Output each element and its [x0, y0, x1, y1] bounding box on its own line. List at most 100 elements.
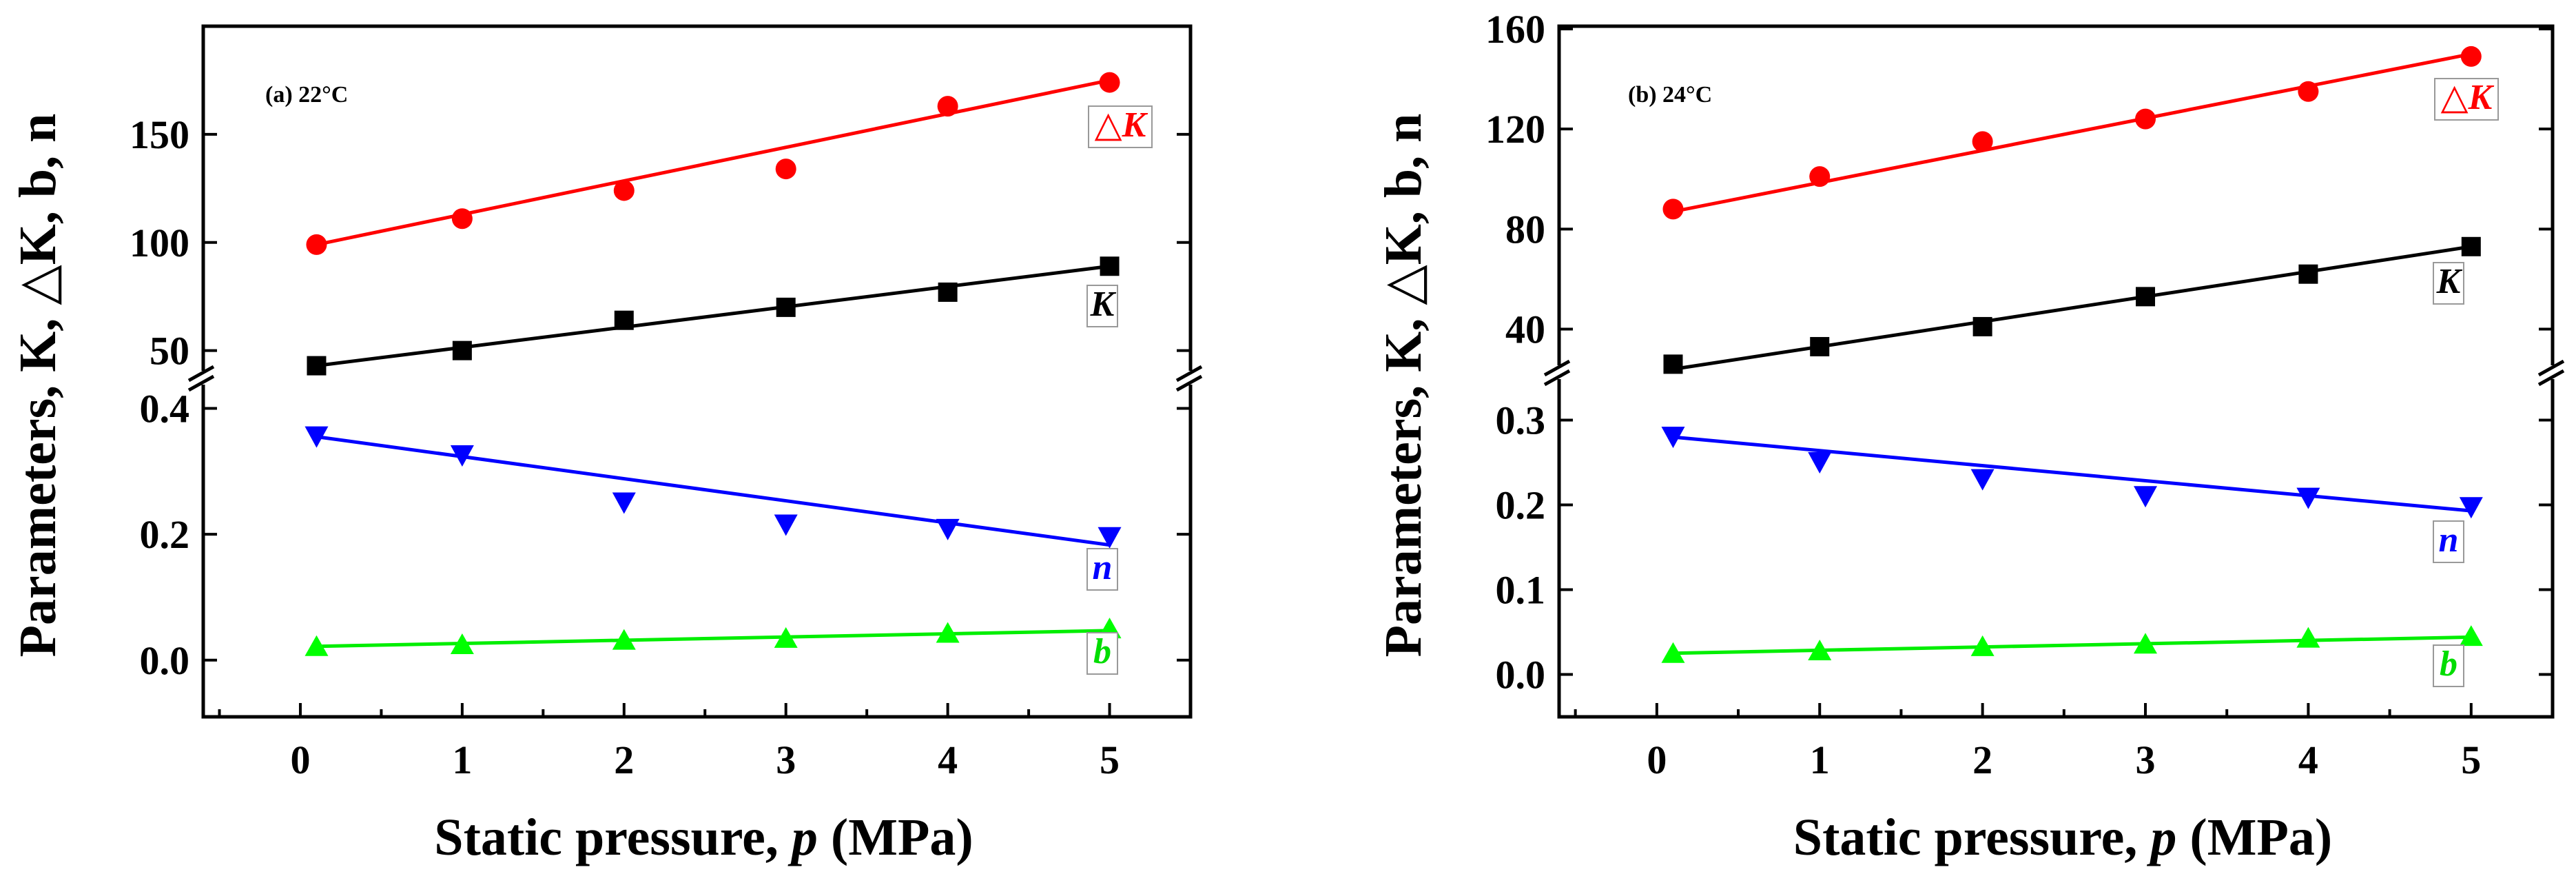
y-tick-label: 0.4 [140, 387, 190, 431]
data-point [1972, 316, 1992, 336]
data-point [307, 356, 327, 376]
x-tick-label: 2 [1972, 738, 1992, 782]
y-axis-title: Parameters, K, △K, b, n [9, 114, 67, 658]
data-point [1663, 354, 1683, 374]
series-label: △K [1095, 105, 1148, 145]
series-label: b [2440, 644, 2457, 684]
y-tick-label: 0.0 [140, 638, 190, 683]
series-b: b [1661, 625, 2483, 687]
x-tick-label: 2 [614, 738, 634, 782]
axis-break-mark [2537, 359, 2565, 377]
x-tick-label: 5 [1100, 738, 1120, 782]
fit-line [316, 629, 1110, 649]
fit-line [1672, 52, 2472, 214]
data-point [1661, 427, 1685, 449]
y-tick-label: 0.1 [1496, 568, 1546, 613]
data-point [305, 635, 329, 656]
series-label-box [2433, 520, 2464, 563]
data-point [306, 234, 327, 255]
data-point [1661, 642, 1685, 663]
x-axis-title: Static pressure, p (MPa) [1793, 808, 2332, 866]
axis-break-mark [1543, 369, 1571, 387]
axis-break-mark [1175, 374, 1203, 392]
data-point [938, 282, 958, 302]
plot-frame [201, 24, 1193, 719]
y-tick-label: 150 [130, 112, 189, 157]
chart-panel-b: 0 1 2 3 4 5 40 80 120 160 0.0 0.1 0.2 0.3 △K Kn b (b) 24°… [1374, 7, 2565, 866]
fit-line [316, 78, 1111, 247]
data-point [612, 629, 636, 650]
axis-break-mark [1175, 365, 1203, 383]
data-point [2135, 108, 2156, 130]
axis-break-mark [187, 365, 215, 383]
series-label: n [2439, 520, 2459, 560]
data-point [2136, 287, 2156, 307]
data-point [2461, 236, 2481, 256]
y-tick-label: 100 [130, 221, 189, 265]
chart-panel-a: 0 1 2 3 4 5 50 100 150 0.0 0.2 0.4 △K Kn b (a) 22°C Stat… [9, 24, 1203, 866]
data-point [2460, 45, 2482, 67]
data-point [614, 310, 634, 330]
data-point [2296, 487, 2320, 509]
data-point [1809, 166, 1831, 187]
data-point [450, 633, 474, 654]
series-n: n [305, 426, 1122, 591]
series-label-box [1088, 105, 1153, 148]
plot-frame [1557, 24, 2555, 719]
x-tick-label: 1 [452, 738, 472, 782]
x-tick-label: 4 [938, 738, 958, 782]
y-tick-label: 40 [1505, 307, 1545, 352]
x-tick-label: 4 [2298, 738, 2318, 782]
data-point [2296, 627, 2320, 648]
fit-line [316, 264, 1110, 368]
data-point [451, 208, 473, 230]
x-axis-title: Static pressure, p (MPa) [434, 808, 973, 866]
data-point [936, 622, 960, 643]
x-tick-label: 5 [2461, 738, 2481, 782]
axis-break-mark [187, 374, 215, 392]
data-point [612, 492, 636, 514]
x-tick-label: 0 [290, 738, 310, 782]
series-delta-K: △K [306, 72, 1153, 255]
data-point [2134, 486, 2158, 508]
data-point [452, 340, 472, 360]
data-point [775, 159, 796, 180]
y-tick-label: 160 [1485, 7, 1545, 52]
fit-line [1673, 635, 2471, 655]
data-point [1100, 256, 1120, 276]
data-point [2298, 264, 2318, 284]
panel-label: (a) 22°C [265, 82, 348, 108]
y-tick-label: 0.0 [1496, 653, 1546, 698]
series-b: b [305, 618, 1122, 675]
series-label-box [1086, 632, 1118, 675]
y-axis-title: Parameters, K, △K, b, n [1374, 114, 1432, 658]
data-point [1972, 131, 1993, 152]
panel-label: (b) 24°C [1628, 82, 1712, 108]
data-point [2134, 633, 2158, 654]
series-label-box [1086, 548, 1118, 591]
data-point [2459, 625, 2483, 647]
x-tick-label: 3 [776, 738, 796, 782]
data-point [1970, 635, 1995, 656]
fit-line [1673, 245, 2472, 372]
series-label: K [2436, 262, 2463, 301]
data-point [774, 627, 798, 648]
data-point [937, 96, 958, 117]
y-tick-label: 0.2 [1496, 483, 1546, 528]
y-tick-label: 120 [1485, 107, 1545, 152]
data-point [1808, 452, 1832, 474]
series-K: K [307, 256, 1120, 376]
data-point [776, 297, 796, 317]
series-label: b [1093, 632, 1111, 671]
y-tick-label: 0.3 [1496, 398, 1546, 443]
series-label-box [2434, 78, 2499, 121]
data-point [1662, 199, 1684, 220]
x-tick-label: 0 [1647, 738, 1667, 782]
data-point [1098, 527, 1122, 549]
y-tick-label: 80 [1505, 207, 1545, 252]
y-tick-label: 0.2 [140, 512, 190, 557]
data-point [1970, 469, 1995, 491]
series-K: K [1663, 236, 2481, 374]
x-tick-label: 3 [2136, 738, 2156, 782]
